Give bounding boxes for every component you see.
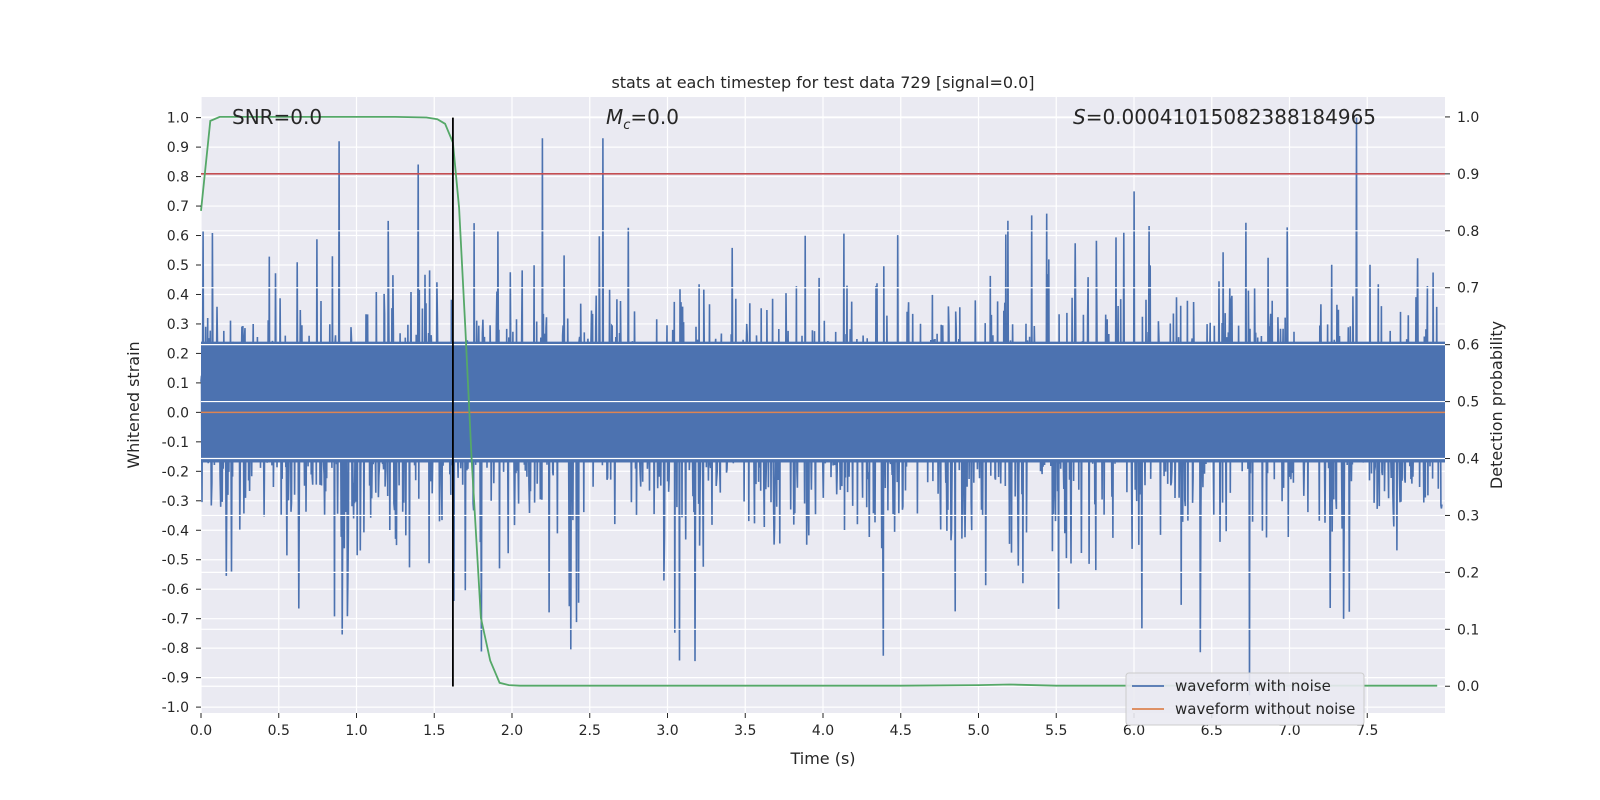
right-tick-label: 0.7	[1457, 281, 1479, 297]
x-tick-label: 1.5	[423, 723, 445, 739]
x-tick-label: 2.5	[579, 723, 601, 739]
right-tick-label: 0.1	[1457, 622, 1479, 638]
x-tick-label: 0.5	[268, 723, 290, 739]
right-tick-label: 0.0	[1457, 679, 1479, 695]
chart-title: stats at each timestep for test data 729…	[611, 73, 1034, 92]
right-tick-label: 0.4	[1457, 452, 1479, 468]
y-tick-label: -0.8	[162, 641, 189, 657]
y-axis-ticks: 1.0 0.9 0.8 0.7 0.6 0.5 0.4 0.3 0.2 0.1 0.0 -0.1 -0.…	[162, 111, 201, 716]
y-tick-label: 1.0	[167, 111, 189, 127]
x-tick-label: 3.0	[656, 723, 678, 739]
snr-annotation: SNR=0.0	[232, 105, 322, 129]
chirp-mass-subscript: c	[623, 118, 630, 133]
y-tick-label: -0.7	[162, 612, 189, 628]
y-tick-label: 0.3	[167, 317, 189, 333]
y-tick-label: -0.9	[162, 671, 189, 687]
right-tick-label: 0.2	[1457, 565, 1479, 581]
y-tick-label: 0.7	[167, 199, 189, 215]
chirp-mass-annotation: Mc=0.0	[606, 105, 679, 133]
x-tick-label: 3.5	[734, 723, 756, 739]
probability-line	[200, 116, 1438, 687]
x-tick-label: 7.0	[1278, 723, 1300, 739]
x-tick-label: 6.5	[1201, 723, 1223, 739]
y-tick-label: -1.0	[162, 700, 189, 716]
y-tick-label: 0.1	[167, 376, 189, 392]
right-tick-label: 0.3	[1457, 508, 1479, 524]
x-tick-label: 5.5	[1045, 723, 1067, 739]
y-tick-label: 0.2	[167, 346, 189, 362]
y-tick-label: -0.2	[162, 464, 189, 480]
x-axis-label: Time (s)	[789, 749, 855, 768]
chirp-mass-value: =0.0	[630, 105, 679, 129]
y-tick-label: -0.5	[162, 553, 189, 569]
right-axis-ticks: 1.0 0.9 0.8 0.7 0.6 0.5 0.4 0.3 0.2 0.1 0.0	[1445, 110, 1479, 695]
right-tick-label: 0.9	[1457, 167, 1479, 183]
y-tick-label: -0.3	[162, 494, 189, 510]
x-tick-label: 4.5	[890, 723, 912, 739]
y-tick-label: 0.4	[167, 287, 189, 303]
right-tick-label: 1.0	[1457, 110, 1479, 126]
statistic-symbol: S	[1073, 105, 1086, 129]
y-tick-label: -0.4	[162, 523, 189, 539]
x-tick-label: 1.0	[345, 723, 367, 739]
y-axis-label: Whitened strain	[124, 341, 143, 468]
x-tick-label: 4.0	[812, 723, 834, 739]
right-tick-label: 0.8	[1457, 224, 1479, 240]
x-tick-label: 6.0	[1123, 723, 1145, 739]
y-tick-label: -0.1	[162, 435, 189, 451]
legend-box	[1125, 672, 1365, 726]
y-tick-label: 0.5	[167, 258, 189, 274]
y-tick-label: 0.9	[167, 140, 189, 156]
y-tick-label: 0.8	[167, 170, 189, 186]
x-tick-label: 5.0	[967, 723, 989, 739]
right-tick-label: 0.5	[1457, 395, 1479, 411]
right-tick-label: 0.6	[1457, 338, 1479, 354]
x-axis-ticks: 0.0 0.5 1.0 1.5 2.0 2.5 3.0 3.5 4.0 4.5 5.0 5.5 6.0 6…	[190, 713, 1378, 739]
y-tick-label: 0.6	[167, 229, 189, 245]
y-tick-label: -0.6	[162, 582, 189, 598]
legend-label-noise: waveform with noise	[1175, 677, 1331, 695]
legend: waveform with noise waveform without noi…	[1125, 672, 1365, 726]
statistic-value: =0.00041015082388184965	[1086, 105, 1376, 129]
x-tick-label: 7.5	[1356, 723, 1378, 739]
y-tick-label: 0.0	[167, 405, 189, 421]
chirp-mass-symbol: M	[606, 105, 623, 129]
x-tick-label: 2.0	[501, 723, 523, 739]
right-axis-label: Detection probability	[1487, 321, 1506, 489]
x-tick-label: 0.0	[190, 723, 212, 739]
statistic-annotation: S=0.00041015082388184965	[1073, 105, 1376, 129]
legend-label-clean: waveform without noise	[1175, 700, 1355, 718]
